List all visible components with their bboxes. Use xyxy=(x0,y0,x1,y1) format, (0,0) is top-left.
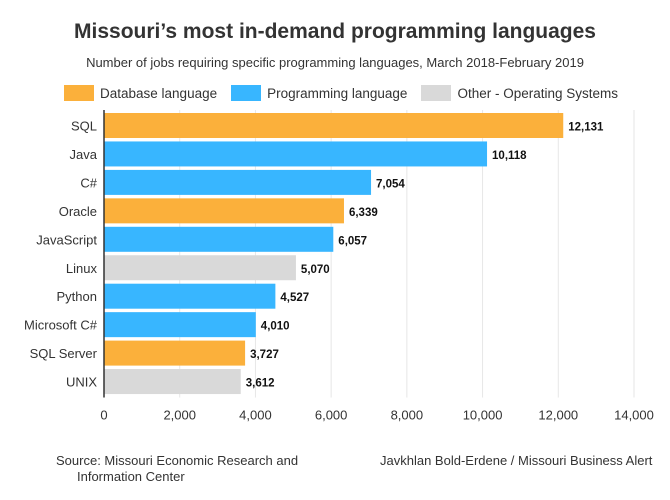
category-label: Microsoft C# xyxy=(24,318,98,333)
x-tick-label: 8,000 xyxy=(391,408,424,423)
legend-item-database: Database language xyxy=(64,85,217,101)
category-label: Python xyxy=(57,289,97,304)
legend-item-other: Other - Operating Systems xyxy=(421,85,618,101)
bar xyxy=(104,255,296,281)
legend: Database language Programming language O… xyxy=(64,85,618,101)
bar xyxy=(104,198,344,224)
x-tick-label: 14,000 xyxy=(614,408,654,423)
chart-subtitle: Number of jobs requiring specific progra… xyxy=(86,55,584,70)
x-tick-label: 6,000 xyxy=(315,408,348,423)
bar xyxy=(104,141,488,167)
data-label: 3,612 xyxy=(246,378,275,390)
data-label: 4,010 xyxy=(261,321,290,333)
legend-label: Other - Operating Systems xyxy=(457,85,619,101)
x-tick-label: 4,000 xyxy=(239,408,272,423)
legend-item-programming: Programming language xyxy=(231,85,407,101)
bar xyxy=(104,226,334,252)
data-label: 7,054 xyxy=(376,178,405,190)
bar xyxy=(104,312,256,338)
chart-title: Missouri’s most in-demand programming la… xyxy=(74,20,596,43)
category-label: JavaScript xyxy=(36,232,97,247)
credit-note: Javkhlan Bold-Erdene / Missouri Business… xyxy=(380,453,653,468)
category-label: SQL xyxy=(71,119,97,134)
legend-label: Programming language xyxy=(267,85,408,101)
category-label: SQL Server xyxy=(30,346,98,361)
category-label: Linux xyxy=(66,261,98,276)
data-label: 6,057 xyxy=(338,235,367,247)
category-label: C# xyxy=(80,175,97,190)
category-label: Java xyxy=(70,147,98,162)
data-label: 3,727 xyxy=(250,349,279,361)
x-tick-label: 12,000 xyxy=(538,408,578,423)
legend-swatch-database xyxy=(64,85,94,101)
data-label: 6,339 xyxy=(349,207,378,219)
data-label: 4,527 xyxy=(280,292,309,304)
bar xyxy=(104,113,564,138)
category-label: UNIX xyxy=(66,375,97,390)
source-line-2: Information Center xyxy=(77,469,185,484)
legend-swatch-programming xyxy=(231,85,262,101)
bar xyxy=(104,369,241,395)
legend-swatch-other xyxy=(421,85,452,101)
bar xyxy=(104,340,246,366)
x-tick-label: 0 xyxy=(100,408,107,423)
x-tick-label: 10,000 xyxy=(463,408,503,423)
bar xyxy=(104,283,276,309)
source-line-1: Source: Missouri Economic Research and xyxy=(56,453,299,468)
data-label: 10,118 xyxy=(492,150,527,162)
legend-label: Database language xyxy=(100,85,218,101)
data-label: 5,070 xyxy=(301,264,330,276)
bar xyxy=(104,169,372,195)
x-tick-label: 2,000 xyxy=(163,408,196,423)
data-label: 12,131 xyxy=(568,122,604,134)
category-label: Oracle xyxy=(59,204,97,219)
source-note: Source: Missouri Economic Research and I… xyxy=(56,453,298,485)
